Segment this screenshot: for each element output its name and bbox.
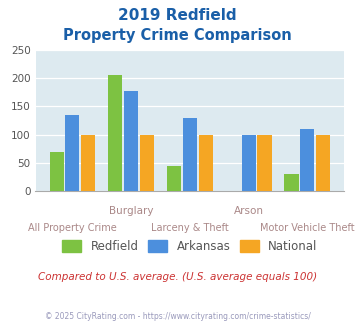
Bar xyxy=(183,117,197,191)
Text: © 2025 CityRating.com - https://www.cityrating.com/crime-statistics/: © 2025 CityRating.com - https://www.city… xyxy=(45,312,310,321)
Bar xyxy=(167,166,181,191)
Text: Motor Vehicle Theft: Motor Vehicle Theft xyxy=(260,223,355,233)
Text: All Property Crime: All Property Crime xyxy=(28,223,117,233)
Legend: Redfield, Arkansas, National: Redfield, Arkansas, National xyxy=(62,240,317,253)
Text: Burglary: Burglary xyxy=(109,206,153,216)
Bar xyxy=(242,135,256,191)
Bar xyxy=(65,115,80,191)
Bar xyxy=(199,135,213,191)
Bar xyxy=(316,135,330,191)
Text: Property Crime Comparison: Property Crime Comparison xyxy=(63,28,292,43)
Bar xyxy=(257,135,272,191)
Bar xyxy=(284,174,299,191)
Bar xyxy=(81,135,95,191)
Bar xyxy=(124,91,138,191)
Bar xyxy=(108,75,122,191)
Text: 2019 Redfield: 2019 Redfield xyxy=(118,8,237,23)
Text: Compared to U.S. average. (U.S. average equals 100): Compared to U.S. average. (U.S. average … xyxy=(38,272,317,282)
Bar xyxy=(50,152,64,191)
Text: Larceny & Theft: Larceny & Theft xyxy=(151,223,229,233)
Bar xyxy=(300,129,315,191)
Text: Arson: Arson xyxy=(234,206,264,216)
Bar xyxy=(140,135,154,191)
